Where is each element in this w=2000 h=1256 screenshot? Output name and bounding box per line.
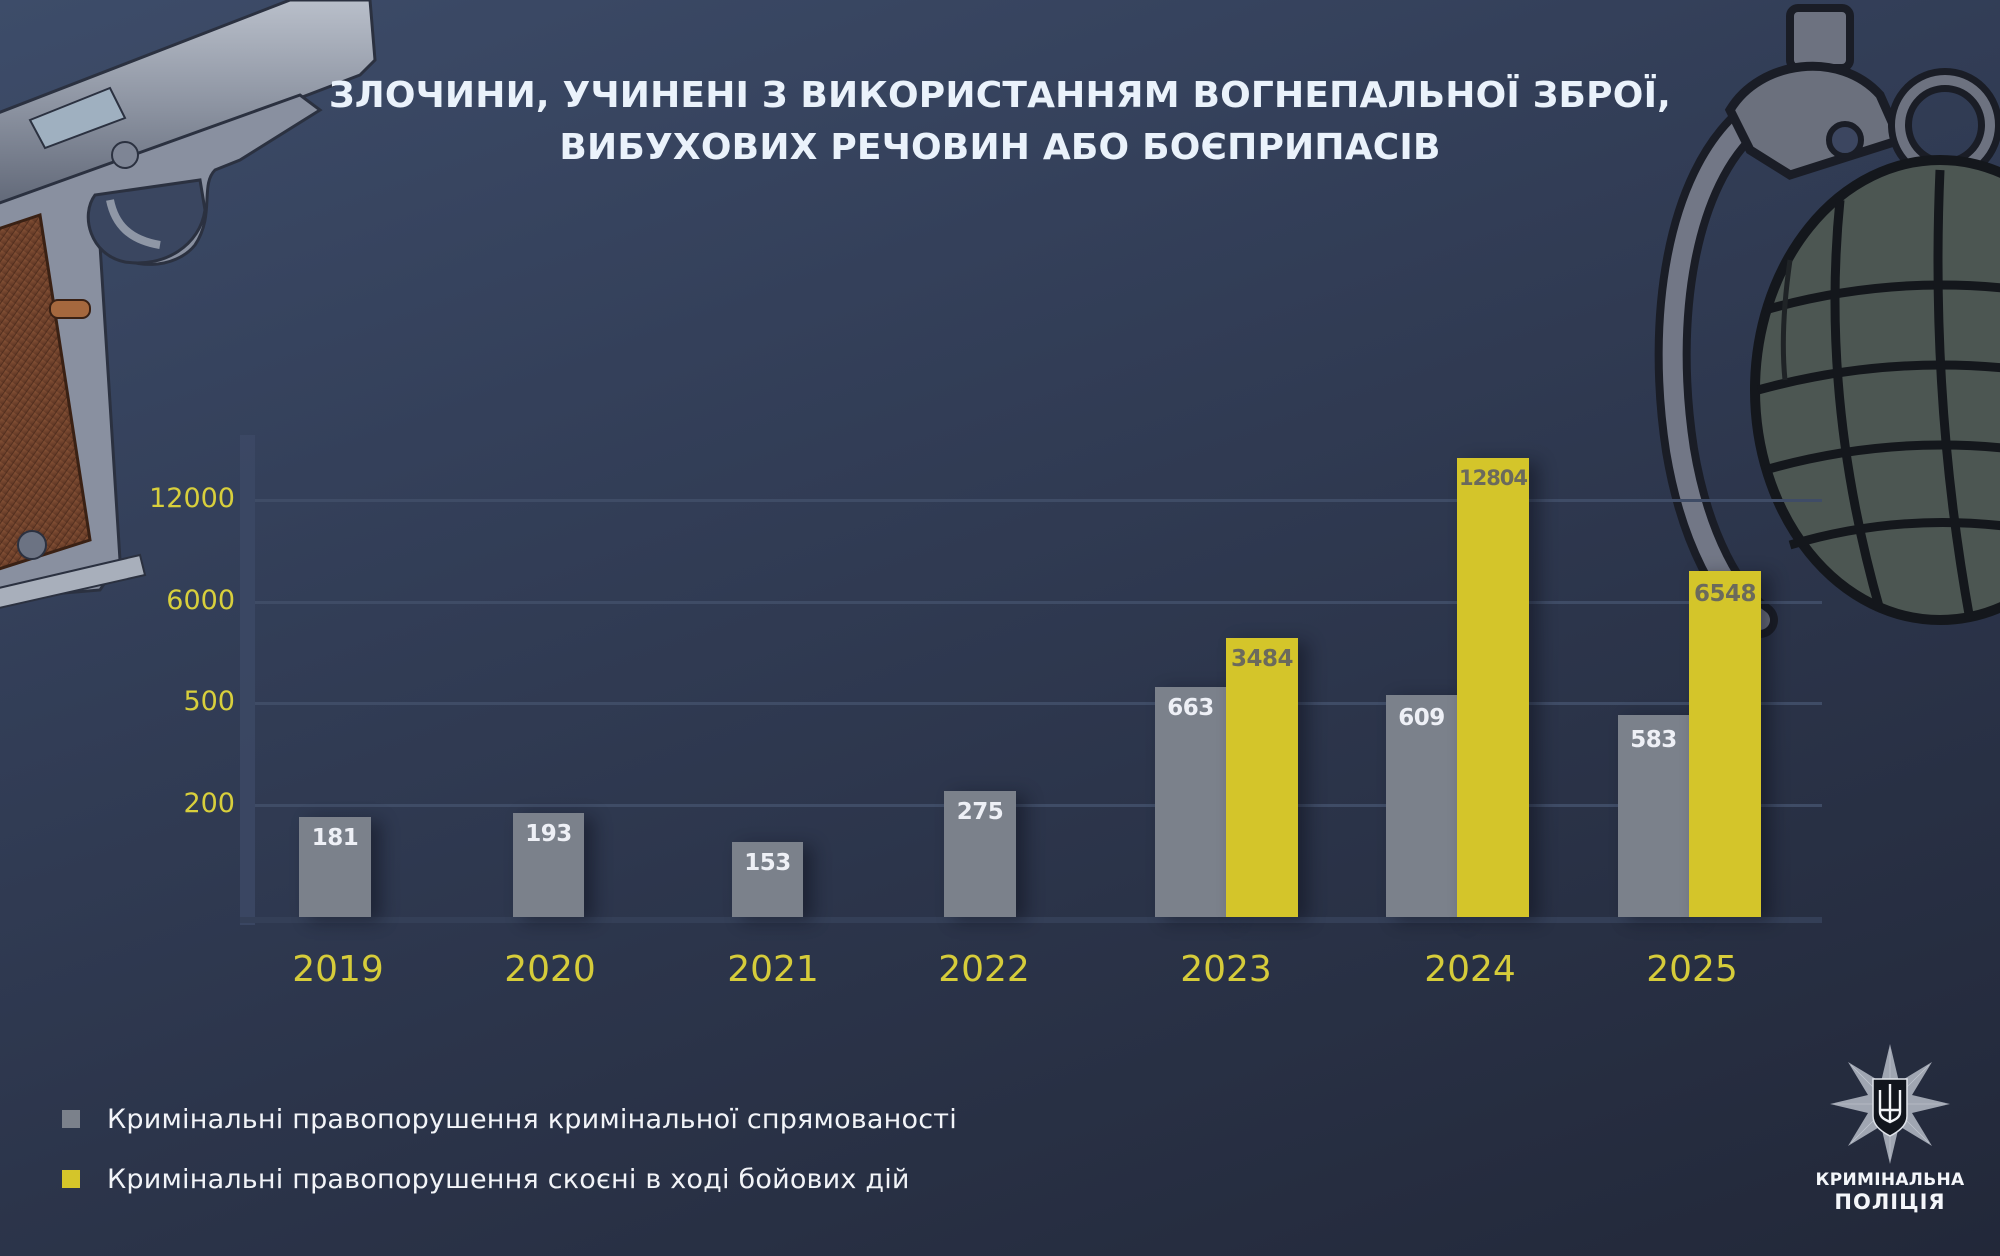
x-tick-label-2022: 2022 bbox=[938, 949, 1030, 990]
x-tick-label-2020: 2020 bbox=[504, 949, 596, 990]
bar-2025-combat: 6548 bbox=[1689, 571, 1761, 917]
bar-value-label: 275 bbox=[956, 799, 1004, 825]
pistol-illustration bbox=[0, 0, 377, 609]
legend-swatch-yellow bbox=[62, 1170, 80, 1188]
legend-swatch-gray bbox=[62, 1110, 80, 1128]
bar-value-label: 609 bbox=[1398, 705, 1445, 731]
bar-value-label: 3484 bbox=[1230, 646, 1294, 672]
logo-text-line-2: ПОЛІЦІЯ bbox=[1834, 1190, 1946, 1214]
bar-2024-combat: 12804 bbox=[1457, 458, 1529, 917]
logo-text-line-1: КРИМІНАЛЬНА bbox=[1815, 1170, 1965, 1190]
x-tick-label-2021: 2021 bbox=[727, 949, 819, 990]
bar-2024-criminal: 609 bbox=[1386, 695, 1457, 917]
bar-value-label: 663 bbox=[1167, 695, 1214, 721]
gridline-200 bbox=[255, 804, 1822, 807]
x-axis-baseline bbox=[240, 917, 1822, 923]
gridline-12000 bbox=[255, 499, 1822, 502]
bar-value-label: 193 bbox=[525, 821, 572, 847]
bar-2023-combat: 3484 bbox=[1226, 638, 1298, 917]
gridline-500 bbox=[255, 702, 1822, 705]
bar-2019-criminal: 181 bbox=[299, 817, 371, 917]
police-star-emblem-icon bbox=[1830, 1044, 1950, 1164]
legend-item-criminal: Кримінальні правопорушення кримінальної … bbox=[62, 1103, 957, 1135]
chart-title-line-1: ЗЛОЧИНИ, УЧИНЕНІ З ВИКОРИСТАННЯМ ВОГНЕПА… bbox=[328, 75, 1672, 116]
bar-2022-criminal: 275 bbox=[944, 791, 1016, 917]
bar-value-label: 153 bbox=[744, 850, 791, 876]
bar-2021-criminal: 153 bbox=[732, 842, 803, 917]
bar-value-label: 12804 bbox=[1458, 466, 1528, 490]
y-tick-label: 500 bbox=[183, 686, 235, 717]
x-tick-label-2025: 2025 bbox=[1646, 949, 1738, 990]
y-tick-label: 12000 bbox=[149, 483, 235, 514]
legend-label: Кримінальні правопорушення кримінальної … bbox=[107, 1103, 957, 1135]
bar-value-label: 6548 bbox=[1693, 581, 1757, 607]
bar-2020-criminal: 193 bbox=[513, 813, 584, 917]
y-tick-label: 200 bbox=[183, 788, 235, 819]
y-tick-label: 6000 bbox=[166, 585, 235, 616]
gridline-6000 bbox=[255, 601, 1822, 604]
legend-item-combat: Кримінальні правопорушення скоєні в ході… bbox=[62, 1163, 910, 1195]
bar-value-label: 583 bbox=[1630, 727, 1677, 753]
legend-label: Кримінальні правопорушення скоєні в ході… bbox=[107, 1163, 910, 1195]
y-axis-line bbox=[240, 435, 255, 925]
bar-2023-criminal: 663 bbox=[1155, 687, 1226, 917]
bar-value-label: 181 bbox=[311, 825, 359, 851]
x-tick-label-2024: 2024 bbox=[1424, 949, 1516, 990]
chart-title-line-2: ВИБУХОВИХ РЕЧОВИН АБО БОЄПРИПАСІВ bbox=[559, 127, 1441, 168]
x-tick-label-2019: 2019 bbox=[292, 949, 384, 990]
chart-title: ЗЛОЧИНИ, УЧИНЕНІ З ВИКОРИСТАННЯМ ВОГНЕПА… bbox=[0, 70, 2000, 174]
x-tick-label-2023: 2023 bbox=[1180, 949, 1272, 990]
bar-2025-criminal: 583 bbox=[1618, 715, 1689, 917]
